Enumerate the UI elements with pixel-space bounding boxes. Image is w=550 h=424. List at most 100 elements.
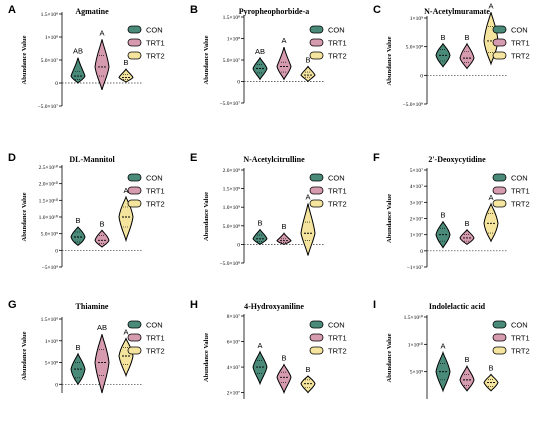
significance-label: A [123, 186, 128, 195]
legend-swatch-trt2 [309, 199, 324, 208]
legend-label: TRT1 [146, 39, 165, 48]
significance-label: AB [255, 47, 265, 56]
y-tick-label: 1.5×10⁸ [223, 15, 240, 21]
significance-label: B [75, 343, 80, 352]
panel-letter: I [373, 299, 376, 311]
legend-label: TRT1 [328, 334, 347, 343]
violin-trt1 [459, 364, 475, 392]
y-tick-label: 4×10⁷ [410, 184, 423, 190]
y-tick-label: 1.5×10¹⁰ [39, 197, 59, 204]
panel-letter: D [8, 152, 16, 164]
legend-swatch-trt2 [127, 51, 142, 60]
significance-label: AB [97, 323, 107, 332]
violin-con [252, 228, 268, 246]
y-tick-label: 5.0×10⁷ [41, 58, 58, 64]
legend-label: TRT1 [146, 334, 165, 343]
legend-swatch-trt1 [127, 333, 142, 342]
y-axis-label: Abundance Value [203, 192, 210, 241]
legend-swatch-trt2 [127, 199, 142, 208]
legend-swatch-trt1 [492, 38, 507, 47]
violin-con [70, 57, 86, 84]
significance-label: B [281, 222, 286, 231]
legend-label: CON [146, 174, 163, 183]
y-tick-label: 6×10⁷ [227, 340, 240, 346]
panel-title: Indolelactic acid [429, 302, 486, 311]
y-tick-label: 0 [420, 73, 423, 79]
panel-e: E N-Acetylcitrulline Abundance Value 2.0×10… [190, 152, 347, 267]
significance-label: B [281, 354, 286, 363]
significance-label: A [99, 28, 104, 37]
legend-swatch-con [492, 173, 507, 182]
y-tick-label: 2.0×10¹⁰ [39, 181, 59, 188]
y-tick-label: 1×10⁹ [45, 339, 58, 345]
panel-letter: A [8, 4, 16, 16]
y-tick-label: 1×10⁹ [410, 16, 423, 22]
violin-trt1 [459, 42, 475, 70]
legend-label: TRT2 [328, 52, 347, 61]
significance-label: A [440, 342, 445, 351]
y-tick-label: 2.5×10¹⁰ [39, 164, 59, 171]
y-tick-label: 0 [237, 80, 240, 86]
violin-trt2 [118, 337, 134, 378]
legend-swatch-trt1 [309, 186, 324, 195]
y-tick-label: 1×10¹⁰ [408, 341, 424, 348]
y-tick-label: 5.0×10⁹ [41, 232, 58, 238]
panel-letter: E [190, 152, 197, 164]
y-tick-label: 2.0×10⁹ [223, 168, 240, 174]
panel-letter: C [373, 4, 381, 16]
panel-title: N-Acetylmuramate [424, 7, 490, 16]
panel-title: N-Acetylcitrulline [243, 155, 305, 164]
legend-label: CON [511, 26, 528, 35]
y-axis-label: Abundance Value [21, 331, 28, 380]
legend-label: TRT2 [511, 52, 530, 61]
panel-title: Thiamine [76, 302, 109, 311]
significance-label: B [464, 33, 469, 42]
y-tick-label: 5.0×10⁸ [223, 224, 240, 230]
y-tick-label: 1.5×10⁸ [41, 12, 58, 18]
y-tick-label: 0 [55, 382, 58, 388]
significance-label: A [305, 192, 310, 201]
y-tick-label: 1×10⁸ [45, 35, 58, 41]
y-tick-label: 1×10⁸ [227, 37, 240, 43]
significance-label: B [488, 363, 493, 372]
legend-label: TRT2 [146, 52, 165, 61]
panel-letter: B [190, 4, 198, 16]
legend-swatch-trt2 [492, 199, 507, 208]
legend-label: TRT2 [146, 347, 165, 356]
significance-label: A [281, 36, 286, 45]
significance-label: B [305, 55, 310, 64]
legend-swatch-trt2 [492, 51, 507, 60]
legend-label: TRT1 [511, 187, 530, 196]
y-tick-label: 5.0×10⁸ [406, 45, 423, 51]
legend-swatch-trt1 [492, 186, 507, 195]
violin-trt2 [300, 65, 316, 83]
y-axis-label: Abundance Value [386, 194, 393, 243]
violin-trt1 [94, 229, 110, 248]
legend-label: TRT2 [146, 200, 165, 209]
y-tick-label: 5.0×10⁷ [223, 58, 240, 64]
legend-swatch-trt1 [127, 38, 142, 47]
legend-swatch-trt2 [309, 51, 324, 60]
legend-label: TRT1 [328, 187, 347, 196]
y-tick-label: 1.5×10⁹ [41, 317, 58, 323]
significance-label: B [123, 58, 128, 67]
legend-swatch-trt1 [309, 333, 324, 342]
panel-a: A Agmatine Abundance Value 1.5×10⁸ 1×10⁸ 5.0×… [8, 4, 165, 110]
y-axis-label: Abundance Value [386, 333, 393, 382]
panel-d: D DL-Mannitol Abundance Value 2.5×10¹⁰ 2.0×1… [8, 152, 165, 271]
y-tick-label: 1.0×10⁹ [223, 205, 240, 211]
legend-swatch-trt2 [492, 346, 507, 355]
y-tick-label: 1.5×10⁹ [223, 187, 240, 193]
legend-swatch-con [492, 320, 507, 329]
y-tick-label: 5×10⁹ [410, 370, 423, 376]
significance-label: AB [73, 47, 83, 56]
legend-swatch-con [309, 173, 324, 182]
violin-con [70, 226, 86, 247]
violin-trt1 [94, 39, 110, 91]
panel-title: Agmatine [75, 7, 109, 16]
violin-trt2 [118, 68, 134, 83]
legend-label: CON [146, 26, 163, 35]
panel-c: C N-Acetylmuramate Abundance Value 1×10⁹ 5.0… [373, 1, 530, 108]
y-axis-label: Abundance Value [21, 35, 28, 84]
